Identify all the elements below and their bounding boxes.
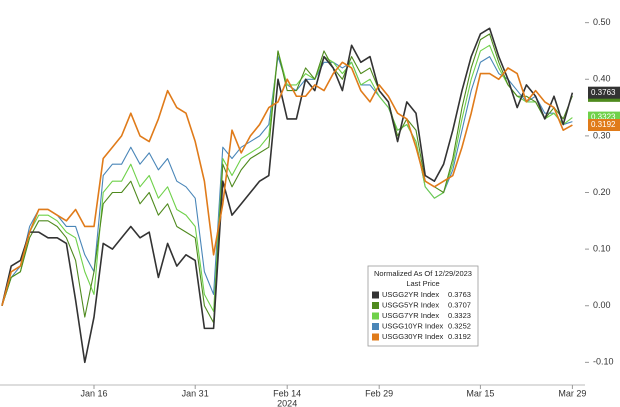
value-tag-label: 0.3323 (591, 113, 616, 122)
value-tag-label: 0.3192 (591, 120, 616, 129)
value-tag (588, 86, 620, 99)
x-tick-label: Mar 15 (466, 388, 494, 398)
value-tag-label: 0.3763 (591, 88, 616, 97)
x-tick-label: Feb 29 (365, 388, 393, 398)
legend-subtitle: Last Price (406, 279, 439, 288)
y-tick-label: 0.30 (593, 130, 611, 140)
legend-swatch (372, 291, 379, 299)
legend-title: Normalized As Of 12/29/2023 (374, 269, 472, 278)
legend-value: 0.3763 (448, 290, 471, 299)
series-line (1, 61, 573, 306)
x-tick-label: Feb 14 (273, 388, 301, 398)
series-line (1, 33, 573, 324)
y-tick-label: 0.20 (593, 187, 611, 197)
legend-value: 0.3323 (448, 311, 471, 320)
legend-value: 0.3707 (448, 300, 471, 309)
series-line (1, 44, 573, 312)
y-tick-label: -0.10 (593, 357, 614, 367)
x-tick-label: Jan 16 (80, 388, 107, 398)
y-tick-label: 0.10 (593, 243, 611, 253)
series-line (1, 27, 574, 364)
y-tick-label: 0.40 (593, 74, 611, 84)
legend-label: USGG30YR Index (382, 332, 444, 341)
legend-label: USGG5YR Index (382, 300, 439, 309)
year-label: 2024 (277, 398, 297, 407)
legend-label: USGG7YR Index (382, 311, 439, 320)
legend-swatch (372, 302, 379, 309)
legend-swatch (372, 323, 379, 330)
series-line (1, 56, 573, 306)
legend-value: 0.3252 (448, 321, 471, 330)
x-tick-label: Mar 29 (558, 388, 586, 398)
legend-value: 0.3192 (448, 332, 471, 341)
legend-label: USGG2YR Index (382, 290, 439, 299)
x-tick-label: Jan 31 (182, 388, 209, 398)
legend-swatch (372, 333, 379, 341)
legend-label: USGG10YR Index (382, 321, 444, 330)
value-tag (588, 119, 620, 132)
y-tick-label: 0.50 (593, 17, 611, 27)
legend-box (367, 265, 479, 347)
y-tick-label: 0.00 (593, 300, 611, 310)
legend-swatch (372, 312, 379, 320)
